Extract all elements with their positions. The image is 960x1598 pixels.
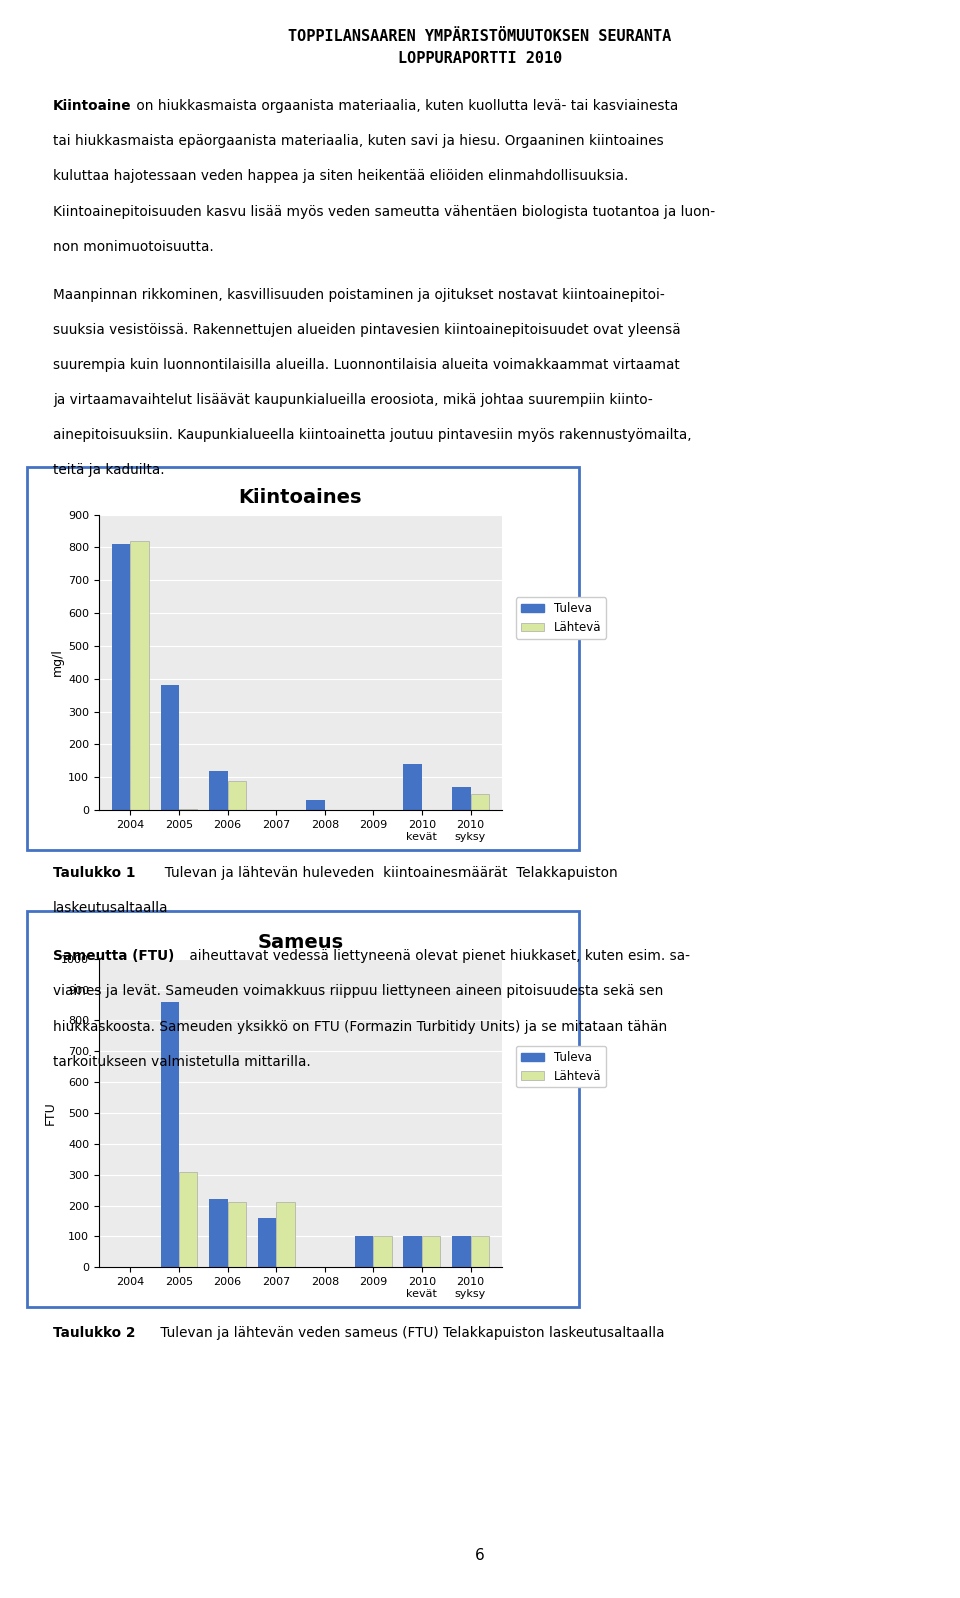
Legend: Tuleva, Lähtevä: Tuleva, Lähtevä	[516, 1047, 606, 1087]
Text: Kiintoainepitoisuuden kasvu lisää myös veden sameutta vähentäen biologista tuota: Kiintoainepitoisuuden kasvu lisää myös v…	[53, 205, 715, 219]
Bar	[131, 540, 149, 810]
Text: Kiintoaine: Kiintoaine	[53, 99, 132, 113]
Text: suuksia vesistöissä. Rakennettujen alueiden pintavesien kiintoainepitoisuudet ov: suuksia vesistöissä. Rakennettujen aluei…	[53, 323, 681, 337]
Bar	[403, 1237, 422, 1267]
Text: aiheuttavat vedessä liettyneenä olevat pienet hiukkaset, kuten esim. sa-: aiheuttavat vedessä liettyneenä olevat p…	[185, 949, 690, 964]
Text: non monimuotoisuutta.: non monimuotoisuutta.	[53, 240, 213, 254]
Text: viaines ja levät. Sameuden voimakkuus riippuu liettyneen aineen pitoisuudesta se: viaines ja levät. Sameuden voimakkuus ri…	[53, 984, 663, 999]
Bar	[209, 770, 228, 810]
Bar	[422, 1237, 441, 1267]
Text: tai hiukkasmaista epäorgaanista materiaalia, kuten savi ja hiesu. Orgaaninen kii: tai hiukkasmaista epäorgaanista materiaa…	[53, 134, 663, 149]
Bar	[470, 1237, 489, 1267]
Text: tarkoitukseen valmistetulla mittarilla.: tarkoitukseen valmistetulla mittarilla.	[53, 1055, 310, 1069]
Bar	[470, 794, 489, 810]
Title: Sameus: Sameus	[257, 933, 344, 952]
Text: laskeutusaltaalla: laskeutusaltaalla	[53, 901, 168, 916]
Bar	[452, 788, 470, 810]
Text: Taulukko 2: Taulukko 2	[53, 1326, 135, 1341]
Bar	[452, 1237, 470, 1267]
Bar	[209, 1200, 228, 1267]
Text: ainepitoisuuksiin. Kaupunkialueella kiintoainetta joutuu pintavesiin myös rakenn: ainepitoisuuksiin. Kaupunkialueella kiin…	[53, 428, 691, 443]
Bar	[276, 1202, 295, 1267]
Text: suurempia kuin luonnontilaisilla alueilla. Luonnontilaisia alueita voimakkaammat: suurempia kuin luonnontilaisilla alueill…	[53, 358, 680, 372]
Bar	[355, 1237, 373, 1267]
Text: TOPPILANSAAREN YMPÄRISTÖMUUTOKSEN SEURANTA: TOPPILANSAAREN YMPÄRISTÖMUUTOKSEN SEURAN…	[288, 29, 672, 43]
Text: 6: 6	[475, 1548, 485, 1563]
Text: kuluttaa hajotessaan veden happea ja siten heikentää eliöiden elinmahdollisuuksi: kuluttaa hajotessaan veden happea ja sit…	[53, 169, 628, 184]
Bar	[373, 1237, 392, 1267]
Bar	[228, 1202, 246, 1267]
Bar	[179, 809, 198, 810]
Y-axis label: FTU: FTU	[44, 1101, 57, 1125]
Text: Sameutta (FTU): Sameutta (FTU)	[53, 949, 174, 964]
Y-axis label: mg/l: mg/l	[51, 649, 64, 676]
Text: hiukkaskoosta. Sameuden yksikkö on FTU (Formazin Turbitidy Units) ja se mitataan: hiukkaskoosta. Sameuden yksikkö on FTU (…	[53, 1020, 667, 1034]
Bar	[257, 1218, 276, 1267]
Text: teitä ja kaduilta.: teitä ja kaduilta.	[53, 463, 164, 478]
Text: Taulukko 1: Taulukko 1	[53, 866, 135, 880]
Bar	[112, 543, 131, 810]
Legend: Tuleva, Lähtevä: Tuleva, Lähtevä	[516, 598, 606, 639]
Bar	[160, 1002, 179, 1267]
Text: on hiukkasmaista orgaanista materiaalia, kuten kuollutta levä- tai kasviainesta: on hiukkasmaista orgaanista materiaalia,…	[132, 99, 679, 113]
Text: Tulevan ja lähtevän veden sameus (FTU) Telakkapuiston laskeutusaltaalla: Tulevan ja lähtevän veden sameus (FTU) T…	[156, 1326, 665, 1341]
Text: LOPPURAPORTTI 2010: LOPPURAPORTTI 2010	[397, 51, 563, 66]
Bar	[160, 686, 179, 810]
Bar	[403, 764, 422, 810]
Bar	[306, 801, 324, 810]
Bar	[228, 780, 246, 810]
Title: Kiintoaines: Kiintoaines	[239, 489, 362, 508]
Text: Tulevan ja lähtevän huleveden  kiintoainesmäärät  Telakkapuiston: Tulevan ja lähtevän huleveden kiintoaine…	[156, 866, 618, 880]
Text: ja virtaamavaihtelut lisäävät kaupunkialueilla eroosiota, mikä johtaa suurempiin: ja virtaamavaihtelut lisäävät kaupunkial…	[53, 393, 653, 407]
Text: Maanpinnan rikkominen, kasvillisuuden poistaminen ja ojitukset nostavat kiintoai: Maanpinnan rikkominen, kasvillisuuden po…	[53, 288, 664, 302]
Bar	[179, 1171, 198, 1267]
